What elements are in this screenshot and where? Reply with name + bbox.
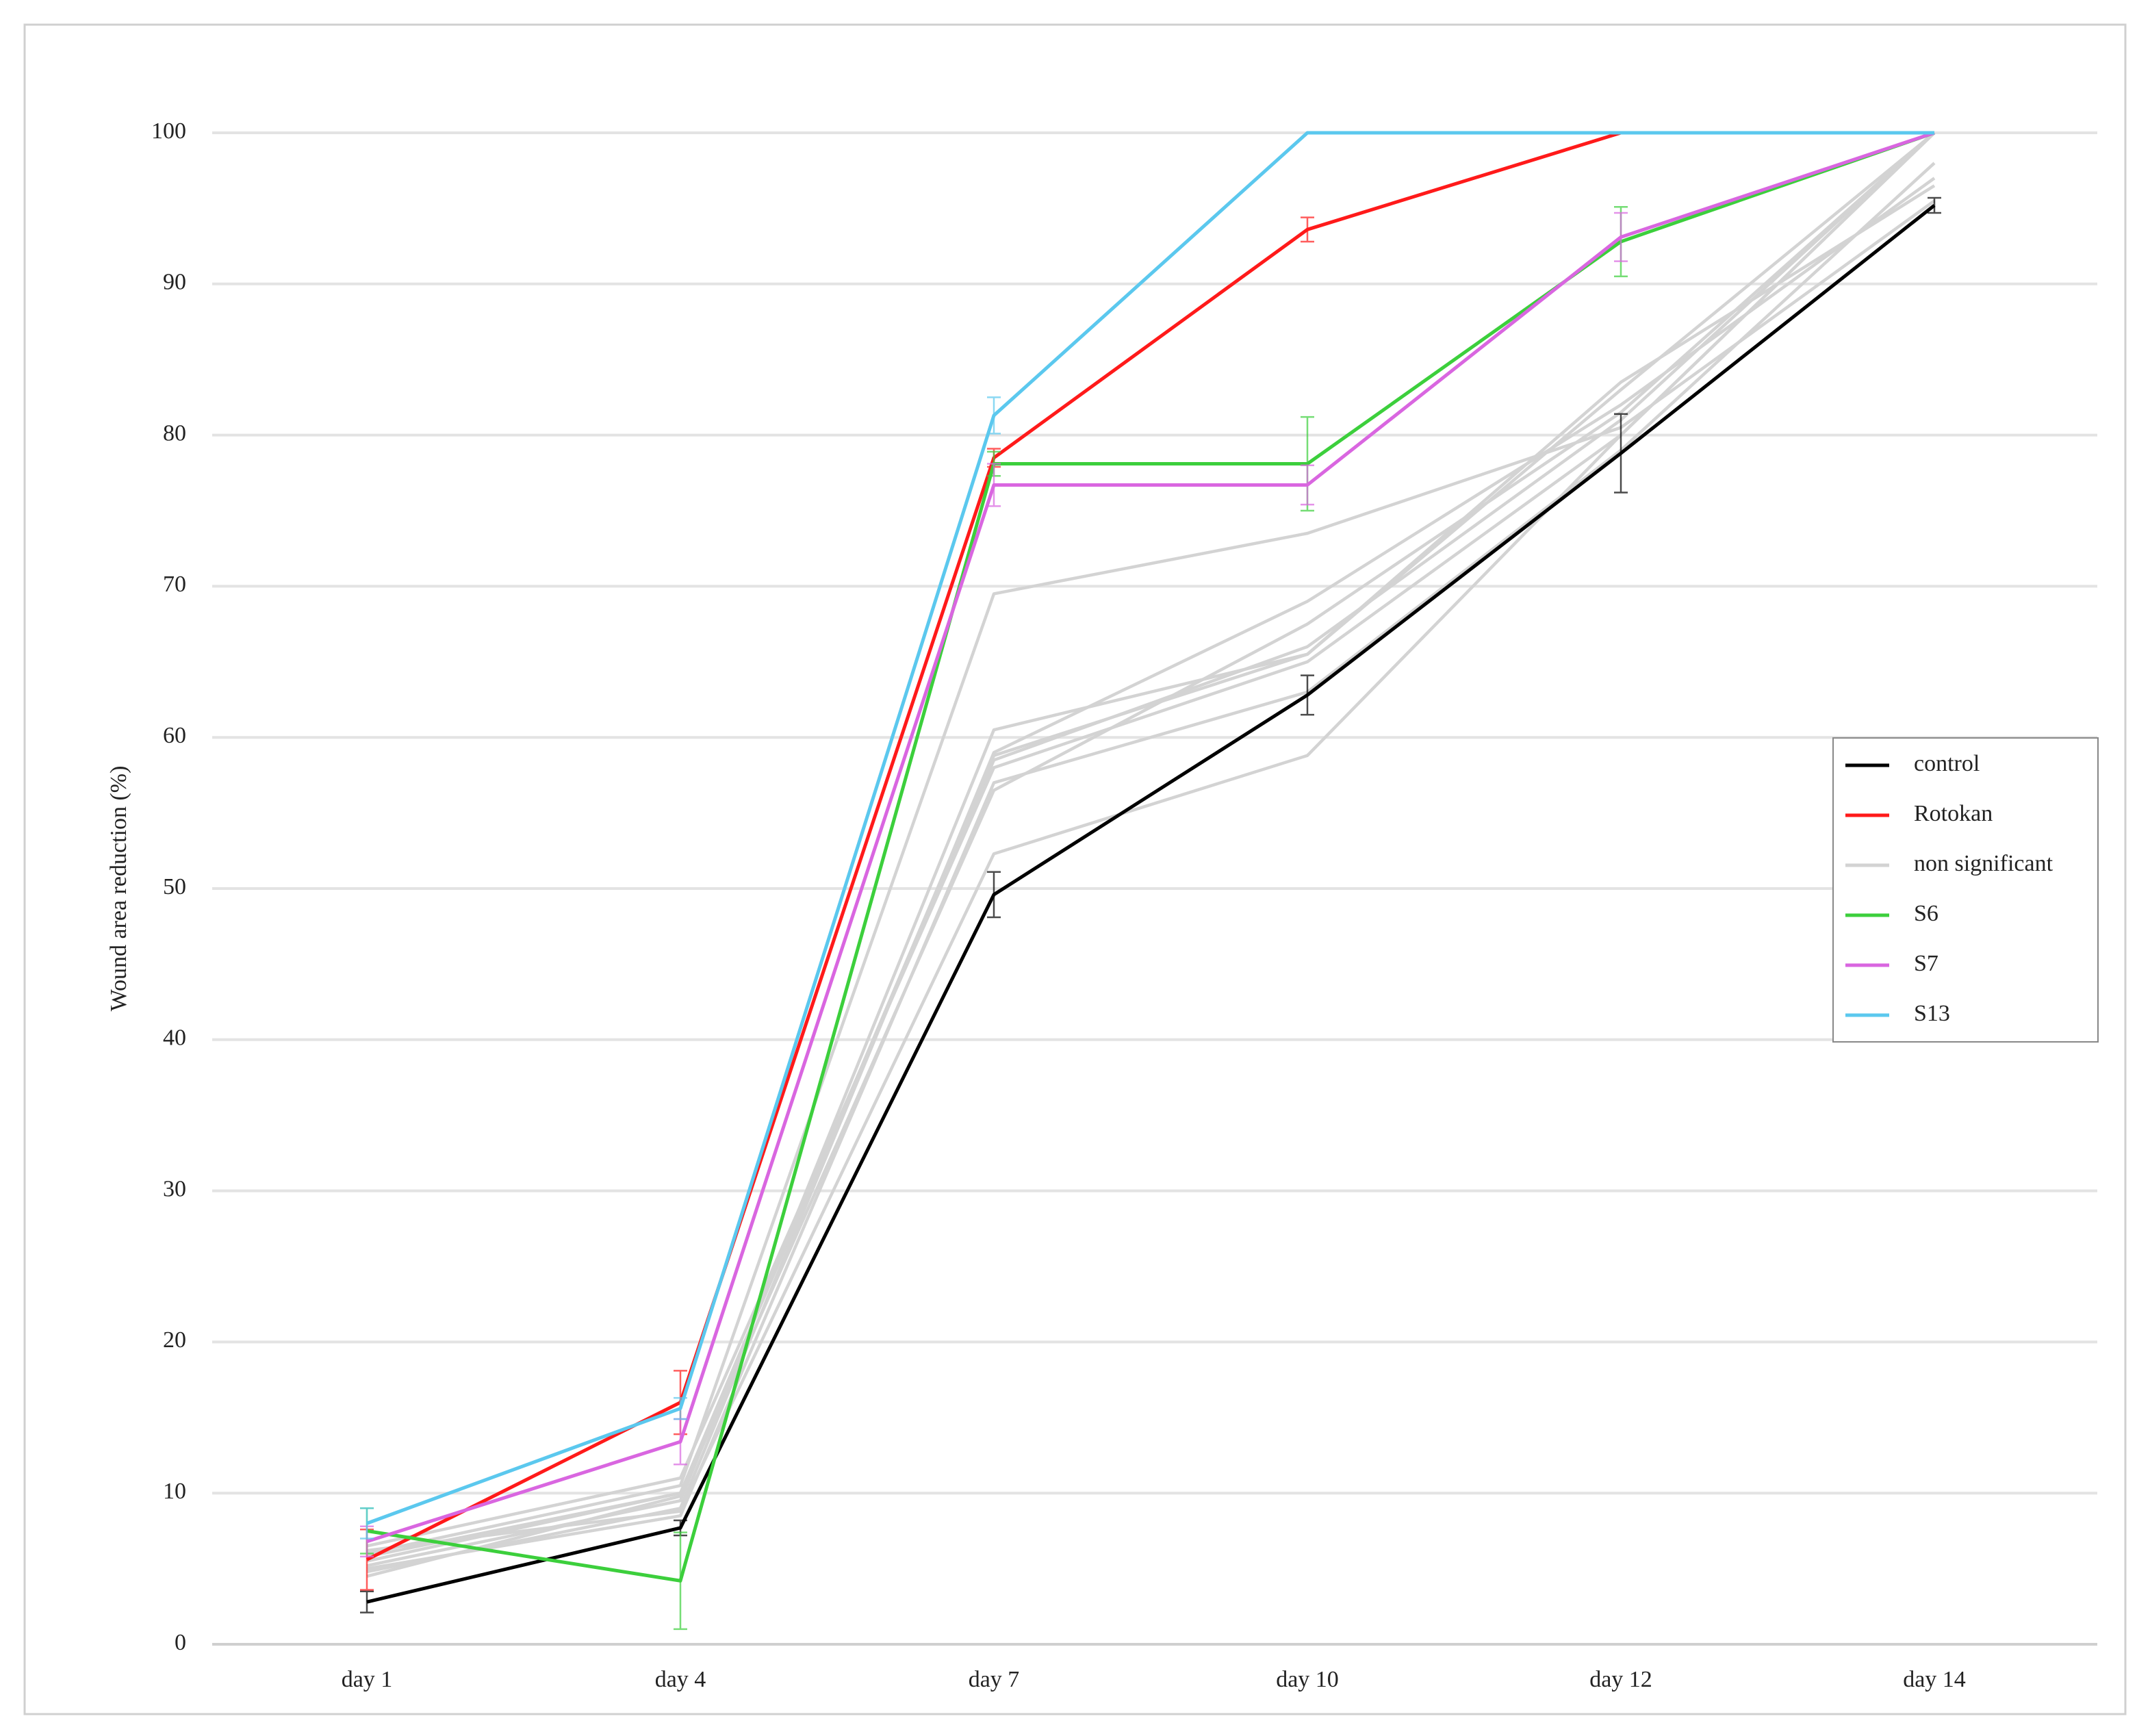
error-bar bbox=[1301, 464, 1314, 506]
legend-label: S13 bbox=[1914, 1001, 1950, 1026]
error-bar bbox=[360, 1507, 374, 1540]
series-line bbox=[366, 131, 1936, 1578]
series-line bbox=[366, 199, 1936, 1555]
x-tick-label: day 4 bbox=[655, 1667, 706, 1692]
legend-label: non significant bbox=[1914, 851, 2053, 876]
x-tick-label: day 1 bbox=[342, 1667, 393, 1692]
error-bar bbox=[1301, 216, 1314, 243]
x-tick-label: day 10 bbox=[1276, 1667, 1339, 1692]
y-tick-label: 100 bbox=[151, 118, 186, 144]
x-tick-label: day 7 bbox=[969, 1667, 1020, 1692]
error-bar bbox=[987, 396, 1001, 435]
legend-label: control bbox=[1914, 751, 1980, 776]
error-bar bbox=[1928, 196, 1941, 214]
error-bar bbox=[1301, 674, 1314, 716]
y-tick-label: 70 bbox=[163, 572, 186, 597]
series-line bbox=[366, 204, 1936, 1604]
y-tick-label: 90 bbox=[163, 270, 186, 295]
legend-box bbox=[1832, 737, 2099, 1043]
y-tick-label: 0 bbox=[175, 1630, 186, 1655]
x-tick-label: day 12 bbox=[1589, 1667, 1652, 1692]
series-line bbox=[366, 162, 1936, 1570]
error-bar bbox=[674, 1531, 687, 1631]
error-bar bbox=[987, 871, 1001, 919]
y-tick-label: 60 bbox=[163, 723, 186, 748]
chart-frame bbox=[23, 23, 2127, 1715]
series-line bbox=[366, 131, 1936, 1553]
y-tick-label: 10 bbox=[163, 1479, 186, 1504]
y-tick-label: 20 bbox=[163, 1327, 186, 1353]
y-tick-label: 80 bbox=[163, 420, 186, 446]
error-bar bbox=[987, 463, 1001, 507]
y-tick-label: 30 bbox=[163, 1176, 186, 1201]
series-line bbox=[366, 131, 1936, 1568]
legend-label: S6 bbox=[1914, 901, 1938, 926]
x-tick-label: day 14 bbox=[1903, 1667, 1966, 1692]
series-line bbox=[366, 131, 1934, 1525]
series-line bbox=[366, 131, 1935, 1583]
error-bar bbox=[1614, 212, 1628, 262]
error-bar bbox=[1614, 413, 1628, 494]
y-tick-label: 40 bbox=[163, 1025, 186, 1051]
y-tick-label: 50 bbox=[163, 874, 186, 899]
series-line bbox=[366, 131, 1935, 1544]
error-bar bbox=[674, 1396, 687, 1420]
legend-label: S7 bbox=[1914, 951, 1938, 976]
series-line bbox=[366, 184, 1936, 1559]
y-axis-label: Wound area reduction (%) bbox=[106, 766, 131, 1012]
legend-label: Rotokan bbox=[1914, 801, 1993, 826]
error-bar bbox=[360, 1590, 374, 1613]
